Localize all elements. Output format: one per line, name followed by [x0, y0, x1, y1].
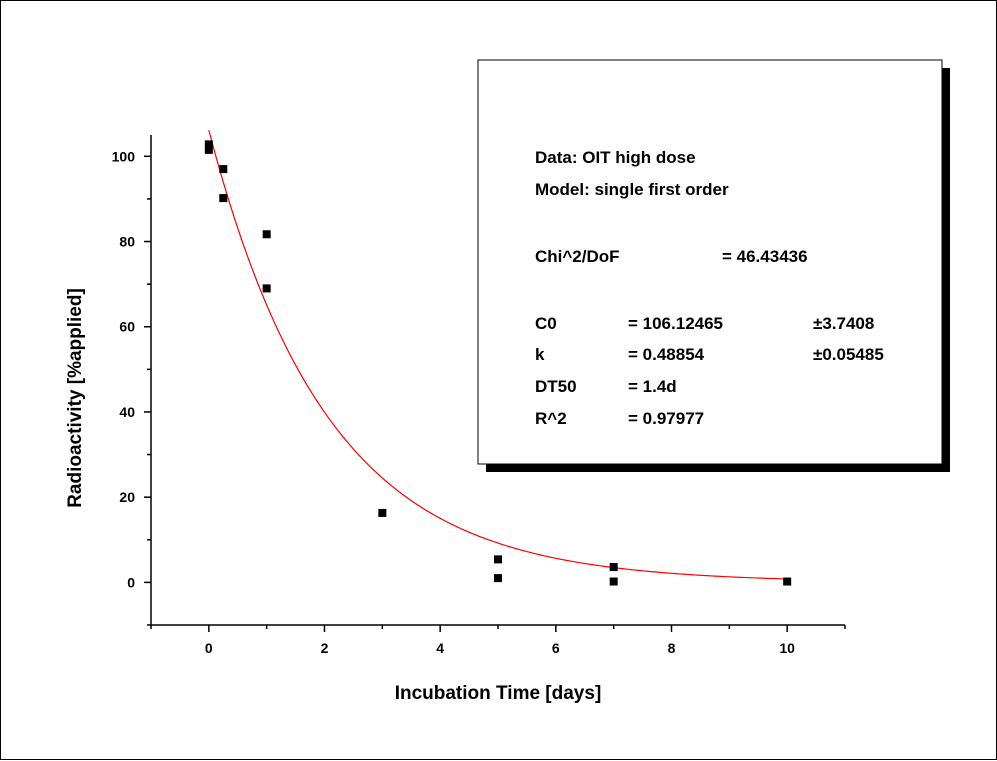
- param-value-r2: = 0.97977: [628, 409, 704, 428]
- param-name-r2: R^2: [535, 409, 567, 428]
- param-name-dt50: DT50: [535, 377, 577, 396]
- param-error-k: ±0.05485: [813, 345, 884, 364]
- data-point: [378, 508, 387, 517]
- data-point: [219, 165, 228, 174]
- data-point: [494, 555, 502, 564]
- data-point: [204, 145, 213, 154]
- fit-results-box: Data: OIT high dose Model: single first …: [477, 59, 950, 472]
- chi-label: Chi^2/DoF: [535, 247, 620, 266]
- x-tick-label: 4: [436, 640, 444, 656]
- param-error-c0: ±3.7408: [813, 314, 874, 333]
- param-value-k: = 0.48854: [628, 345, 705, 364]
- y-tick-label: 80: [119, 234, 135, 250]
- data-point: [494, 574, 502, 583]
- y-tick-label: 20: [119, 489, 135, 505]
- fit-model-line: Model: single first order: [535, 180, 729, 199]
- data-point: [219, 194, 228, 203]
- param-value-dt50: = 1.4d: [628, 377, 677, 396]
- y-tick-label: 100: [112, 148, 136, 164]
- x-tick-label: 2: [321, 640, 329, 656]
- y-axis-label: Radioactivity [%applied]: [65, 288, 86, 508]
- y-tick-label: 40: [119, 404, 135, 420]
- data-point: [609, 577, 618, 586]
- data-point: [783, 577, 792, 586]
- fit-curve: [208, 130, 788, 580]
- x-tick-label: 10: [779, 640, 795, 656]
- data-points: [204, 140, 792, 586]
- y-tick-label: 0: [127, 574, 135, 590]
- data-point: [609, 563, 618, 572]
- y-tick-label: 60: [119, 319, 135, 335]
- param-name-k: k: [535, 345, 545, 364]
- param-name-c0: C0: [535, 314, 557, 333]
- x-tick-label: 0: [205, 640, 213, 656]
- param-value-c0: = 106.12465: [628, 314, 723, 333]
- data-point: [262, 230, 271, 239]
- data-point: [262, 284, 271, 293]
- y-tick-group: 0 20 40 60 80 100: [112, 148, 151, 626]
- data-point: [204, 140, 213, 149]
- fit-results-panel: [477, 59, 943, 465]
- chi-value: = 46.43436: [722, 247, 808, 266]
- x-tick-label: 6: [552, 640, 560, 656]
- x-tick-group: 0 2 4 6 8 10: [150, 625, 846, 656]
- fit-data-line: Data: OIT high dose: [535, 148, 696, 167]
- x-tick-label: 8: [668, 640, 676, 656]
- x-axis-label: Incubation Time [days]: [395, 683, 602, 704]
